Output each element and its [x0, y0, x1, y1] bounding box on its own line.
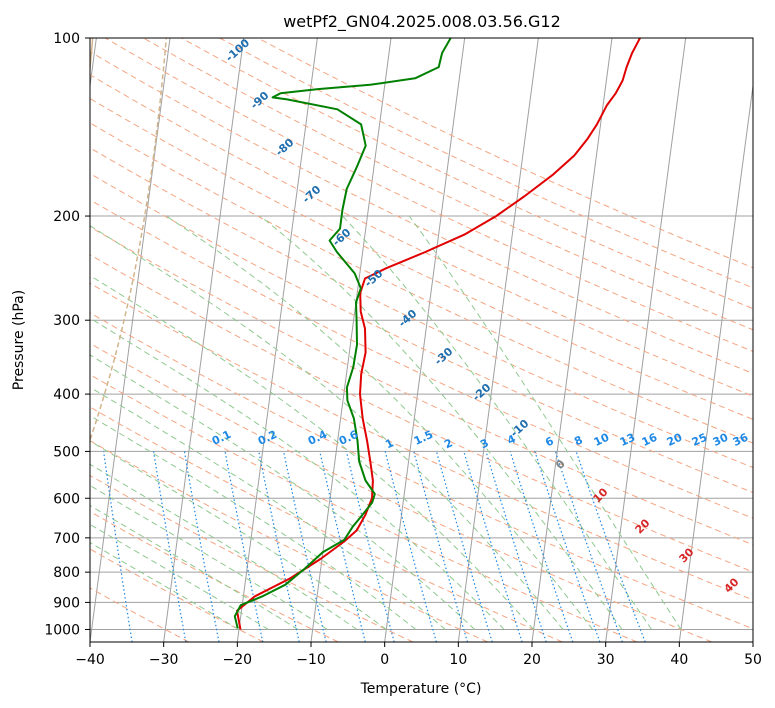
y-tick-label: 100: [53, 31, 80, 47]
x-tick-label: −30: [149, 652, 179, 668]
y-tick-label: 700: [53, 531, 80, 547]
mixing-ratio-label: 10: [592, 431, 612, 449]
background-lines: [90, 38, 753, 642]
dry-adiabat: [90, 172, 753, 494]
mixing-ratio-line: [485, 451, 547, 642]
axes: −40 −30 −20 −10 0 10 20 30 40 50 1000 900 800 700 600 5…: [44, 31, 762, 668]
y-tick-label: 600: [53, 491, 80, 507]
moist-adiabat: [90, 225, 564, 630]
moist-adiabat: [408, 215, 682, 630]
x-tick-label: −40: [75, 652, 105, 668]
series-lines: [233, 38, 641, 630]
dry-adiabat: [90, 312, 753, 630]
plot-frame: [89, 37, 754, 643]
mixing-ratio-line: [413, 451, 469, 642]
isotherm-line: [90, 38, 171, 642]
y-tick-label: 400: [53, 387, 80, 403]
moist-adiabat: [90, 440, 387, 630]
moist-adiabat: [90, 504, 299, 630]
isotherm-line: [163, 38, 245, 642]
y-axis-label: Pressure (hPa): [11, 290, 27, 390]
temperature-profile: [236, 38, 641, 630]
mixing-ratio-line: [384, 451, 437, 642]
y-tick-label: 900: [53, 595, 80, 611]
mixing-ratio-label: 30: [711, 431, 731, 449]
moist-adiabat: [90, 523, 269, 630]
mixing-ratio-line: [103, 451, 133, 642]
isotherm-line: [384, 38, 466, 642]
mixing-ratio-line: [534, 451, 601, 642]
y-tick-label: 800: [53, 565, 80, 581]
mixing-ratio-line: [509, 451, 574, 642]
x-tick-label: 40: [670, 652, 688, 668]
y-tick-label: 1000: [44, 622, 80, 638]
dry-adiabat: [219, 38, 753, 289]
x-tick-label: 20: [523, 652, 541, 668]
frost-point-curve: [90, 38, 168, 443]
mixing-ratio-line: [435, 451, 493, 642]
mixing-ratio-line: [319, 451, 366, 642]
mixing-ratio-line: [554, 451, 623, 642]
dry-adiabat: [90, 254, 753, 573]
dry-adiabat: [90, 97, 753, 420]
dry-adiabat: [90, 406, 563, 642]
dry-adiabat: [90, 122, 753, 444]
mixing-ratio-label: 13: [618, 431, 637, 449]
mixing-ratio-line: [283, 451, 327, 642]
isotherm-line: [531, 38, 613, 642]
mixing-ratio-line: [345, 451, 395, 642]
moist-adiabat: [259, 215, 623, 630]
x-tick-label: −10: [296, 652, 326, 668]
dry-adiabat: [90, 226, 753, 546]
dewpoint-profile: [233, 38, 452, 629]
mixing-ratio-label: 20: [665, 431, 685, 449]
x-tick-label: 0: [380, 652, 389, 668]
dry-adiabat: [90, 342, 712, 642]
dry-adiabat: [104, 38, 753, 353]
isotherm-line: [457, 38, 539, 642]
chart-title: wetPf2_GN04.2025.008.03.56.G12: [283, 12, 561, 32]
isotherm-line: [605, 38, 687, 642]
moist-adiabat: [90, 274, 535, 630]
mixing-ratio-line: [575, 451, 646, 642]
y-tick-label: 200: [53, 209, 80, 225]
x-tick-label: 30: [597, 652, 615, 668]
isotherm-line: [678, 82, 753, 642]
y-tick-label: 500: [53, 444, 80, 460]
moist-adiabat: [90, 541, 240, 630]
dry-adiabat: [90, 199, 753, 519]
x-tick-label: −20: [223, 652, 253, 668]
x-axis-label: Temperature (°C): [360, 681, 482, 697]
mixing-ratio-label: 16: [640, 431, 660, 449]
mixing-ratio-label: 25: [690, 431, 709, 449]
isotherm-line: [236, 38, 318, 642]
dry-adiabat: [90, 440, 488, 642]
mixing-ratio-line: [463, 451, 523, 642]
x-tick-label: 10: [449, 652, 467, 668]
moist-adiabat: [90, 354, 476, 630]
y-tick-label: 300: [53, 313, 80, 329]
x-tick-label: 50: [744, 652, 762, 668]
moist-adiabat: [90, 317, 505, 630]
mixing-ratio-line: [258, 451, 300, 642]
moist-adiabat: [90, 414, 417, 630]
dry-adiabat: [90, 548, 264, 642]
mixing-ratio-label: 36: [731, 431, 751, 449]
dry-adiabat: [90, 282, 753, 601]
moist-adiabat: [90, 484, 328, 630]
